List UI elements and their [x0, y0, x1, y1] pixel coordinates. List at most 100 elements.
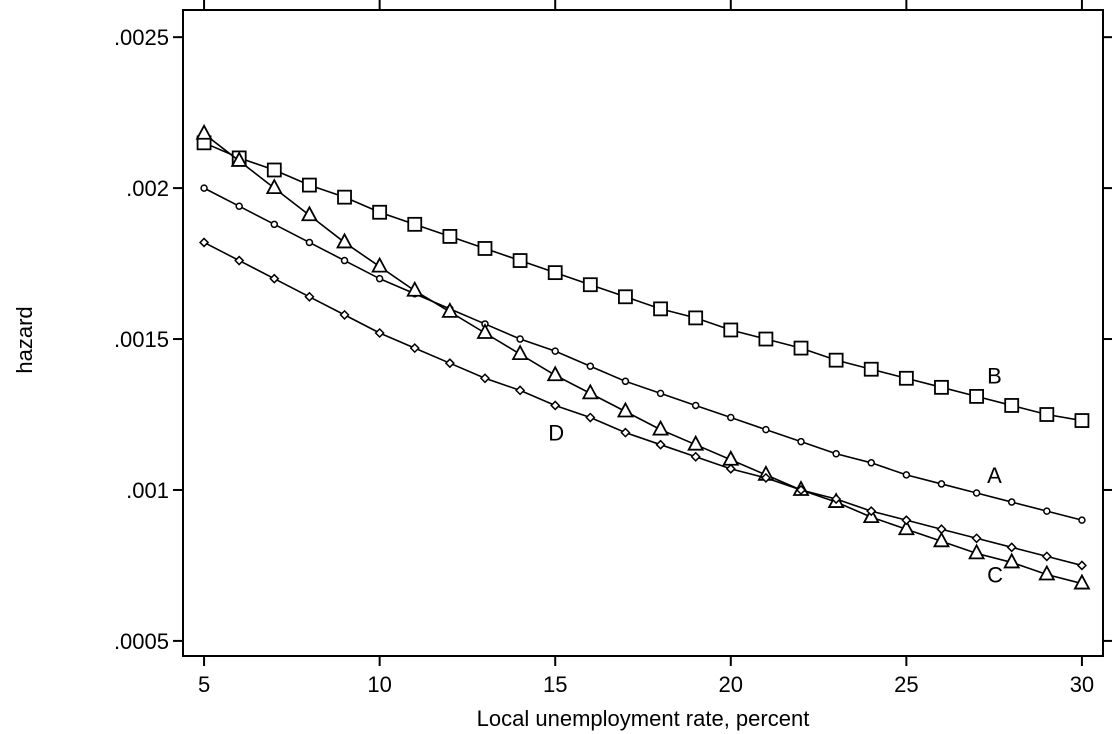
- diamond-marker: [374, 327, 385, 339]
- plot-series: [195, 123, 1091, 590]
- triangle-marker: [687, 434, 705, 451]
- square-marker: [934, 379, 949, 395]
- square-marker: [898, 370, 914, 386]
- series-C: [195, 123, 1091, 590]
- diamond-marker: [620, 427, 631, 438]
- square-marker: [863, 361, 879, 377]
- series-line: [203, 241, 1083, 567]
- x-tick-label: 20: [719, 672, 743, 697]
- triangle-marker: [1003, 552, 1021, 569]
- square-marker: [688, 310, 704, 326]
- diamond-marker: [971, 533, 982, 544]
- diamond-marker: [550, 400, 561, 411]
- y-axis-title: hazard: [12, 306, 37, 373]
- diamond-marker: [866, 506, 877, 517]
- diamond-marker: [515, 385, 526, 396]
- circle-marker: [516, 335, 524, 343]
- diamond-marker: [725, 463, 736, 474]
- diamond-marker: [831, 493, 842, 505]
- circle-marker: [972, 489, 981, 497]
- x-tick-label: 30: [1070, 672, 1094, 697]
- circle-marker: [1078, 516, 1086, 524]
- circle-marker: [621, 377, 630, 386]
- diamond-marker: [339, 309, 350, 320]
- square-marker: [653, 301, 668, 317]
- x-tick-label: 25: [894, 672, 918, 697]
- triangle-marker: [1038, 564, 1056, 581]
- diamond-marker: [234, 255, 245, 266]
- series-label-B: B: [987, 363, 1002, 388]
- diamond-marker: [409, 343, 420, 354]
- diamond-marker: [479, 373, 491, 384]
- x-tick-label: 15: [543, 672, 567, 697]
- x-tick-label: 5: [198, 672, 210, 697]
- square-marker: [1039, 407, 1055, 422]
- square-marker: [442, 229, 458, 244]
- diamond-marker: [1076, 560, 1087, 571]
- diamond-marker: [1006, 542, 1017, 553]
- triangle-marker: [511, 344, 529, 361]
- triangle-marker: [265, 178, 283, 195]
- triangle-marker: [652, 419, 670, 436]
- triangle-marker: [230, 151, 248, 167]
- y-tick-label: .002: [126, 176, 169, 201]
- square-marker: [512, 253, 528, 268]
- square-marker: [266, 162, 282, 178]
- triangle-marker: [616, 401, 634, 418]
- x-axis-title: Local unemployment rate, percent: [477, 706, 810, 731]
- diamond-marker: [760, 472, 771, 483]
- series-annotations: A B C D: [548, 363, 1003, 587]
- diamond-marker: [199, 237, 210, 248]
- diamond-marker: [795, 484, 807, 496]
- diamond-marker: [655, 439, 666, 450]
- series-line: [203, 187, 1083, 521]
- diamond-marker: [269, 273, 280, 284]
- diamond-marker: [585, 412, 596, 423]
- series-label-C: C: [987, 562, 1003, 587]
- triangle-marker: [441, 301, 459, 318]
- series-label-A: A: [987, 463, 1002, 488]
- diamond-marker: [304, 291, 315, 302]
- triangle-marker: [371, 256, 389, 273]
- square-marker: [1074, 413, 1090, 428]
- square-marker: [618, 289, 633, 305]
- circle-marker: [762, 425, 770, 434]
- circle-marker: [832, 449, 840, 458]
- triangle-marker: [968, 543, 986, 560]
- triangle-marker: [546, 365, 564, 382]
- diamond-marker: [444, 358, 455, 369]
- series-B: [196, 135, 1090, 428]
- triangle-marker: [932, 531, 950, 548]
- diamond-marker: [936, 524, 947, 535]
- series-line: [203, 142, 1083, 422]
- triangle-marker: [581, 383, 599, 400]
- circle-marker: [727, 413, 735, 422]
- circle-marker: [937, 480, 946, 488]
- circle-marker: [1007, 498, 1016, 506]
- circle-marker: [586, 362, 595, 370]
- square-marker: [372, 204, 388, 220]
- x-tick-label: 10: [367, 672, 391, 697]
- square-marker: [547, 265, 563, 281]
- circle-marker: [235, 202, 243, 210]
- triangle-marker: [406, 280, 424, 297]
- series-D: [199, 237, 1087, 571]
- square-marker: [758, 331, 774, 347]
- triangle-marker: [336, 232, 354, 249]
- y-tick-label: .0005: [114, 629, 169, 654]
- circle-marker: [691, 401, 700, 410]
- circle-marker: [200, 184, 208, 192]
- square-marker: [582, 277, 598, 293]
- triangle-marker: [195, 123, 213, 140]
- y-tick-label: .0025: [114, 25, 169, 50]
- square-marker: [337, 189, 352, 205]
- series-line: [203, 133, 1083, 585]
- diamond-marker: [1041, 551, 1052, 562]
- circle-marker: [551, 347, 559, 355]
- axes: 5 10 15 20 25 30 .0005 .001 .0015 .002 .0025: [114, 0, 1112, 697]
- circle-marker: [340, 256, 349, 265]
- diamond-marker: [690, 451, 701, 462]
- series-label-D: D: [548, 421, 564, 446]
- square-marker: [302, 177, 317, 193]
